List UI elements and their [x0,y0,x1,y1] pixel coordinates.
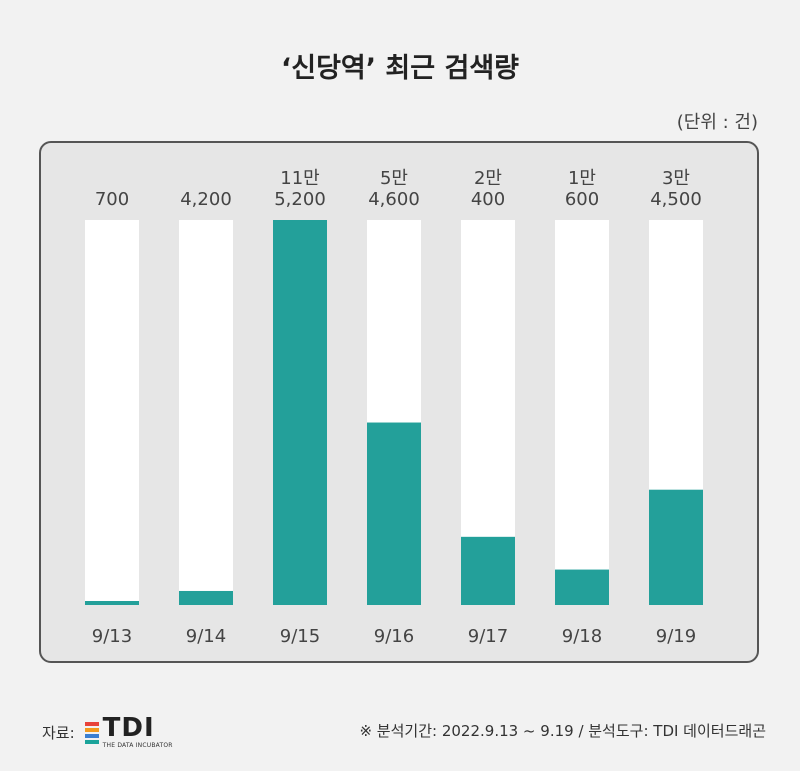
bar [179,590,233,605]
value-label: 700 [95,189,129,210]
source: 자료: TDI THE DATA INCUBATOR [42,713,173,749]
bar [461,536,515,605]
tdi-logo: TDI THE DATA INCUBATOR [84,713,173,749]
x-tick-label: 9/18 [562,626,602,647]
bar-track [179,220,233,605]
value-label: 4,200 [180,189,232,210]
x-tick-label: 9/13 [92,626,132,647]
source-label: 자료: [42,724,75,742]
bar [649,489,703,605]
bar-track [85,220,139,605]
x-tick-label: 9/19 [656,626,696,647]
value-label: 600 [565,189,599,210]
unit-label: (단위 : 건) [676,112,758,133]
bar [367,422,421,605]
bar [273,220,327,605]
value-label: 11만 [280,168,319,189]
value-label: 5,200 [274,189,326,210]
value-label: 1만 [568,168,596,189]
value-label: 4,600 [368,189,420,210]
logo-mark-icon [84,721,99,744]
bar [85,601,139,605]
x-tick-label: 9/16 [374,626,414,647]
x-tick-label: 9/17 [468,626,508,647]
bar [555,569,609,605]
x-tick-label: 9/15 [280,626,320,647]
logo-subtitle: THE DATA INCUBATOR [102,742,173,749]
logo-text: TDI [102,713,155,743]
bar-track [555,220,609,605]
analysis-note: ※ 분석기간: 2022.9.13 ~ 9.19 / 분석도구: TDI 데이터… [359,722,766,740]
chart-panel: 700 9/13 4,200 9/14 11만 5,200 9/15 5만 4,600 9/16 2… [39,141,759,663]
value-label: 2만 [474,168,502,189]
value-label: 4,500 [650,189,702,210]
value-label: 3만 [662,168,690,189]
chart-title: ‘신당역’ 최근 검색량 [280,53,520,84]
value-label: 400 [471,189,505,210]
value-label: 5만 [380,168,408,189]
x-tick-label: 9/14 [186,626,226,647]
